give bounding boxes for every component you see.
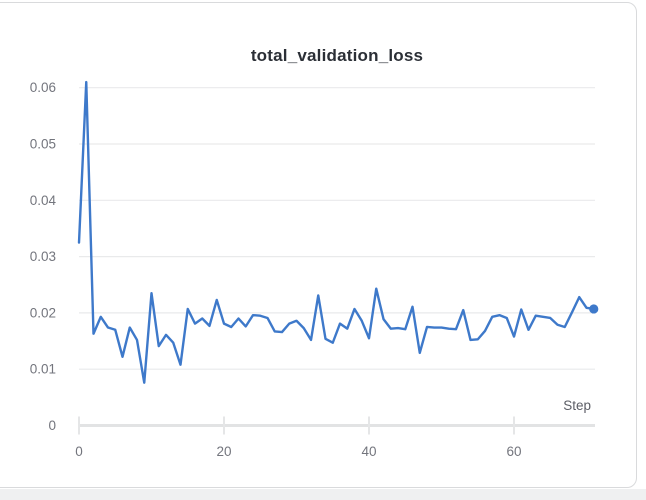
x-tick-label: 60 bbox=[506, 444, 521, 459]
x-tick-label: 0 bbox=[75, 444, 83, 459]
chart-panel bbox=[0, 2, 637, 488]
y-tick-label: 0.02 bbox=[30, 305, 56, 320]
chart-title: total_validation_loss bbox=[250, 46, 424, 65]
y-tick-label: 0.01 bbox=[30, 362, 56, 377]
y-tick-label: 0.06 bbox=[30, 80, 56, 95]
x-tick-label: 20 bbox=[216, 444, 231, 459]
x-axis-title: Step bbox=[563, 398, 591, 413]
y-tick-label: 0.05 bbox=[30, 137, 56, 152]
y-tick-label: 0.04 bbox=[30, 193, 57, 208]
page-background-strip bbox=[0, 489, 646, 500]
y-tick-label: 0.03 bbox=[30, 249, 56, 264]
last-point-marker[interactable] bbox=[589, 304, 599, 314]
y-tick-label: 0 bbox=[48, 418, 56, 433]
loss-line[interactable] bbox=[77, 80, 595, 384]
x-tick-label: 40 bbox=[361, 444, 376, 459]
